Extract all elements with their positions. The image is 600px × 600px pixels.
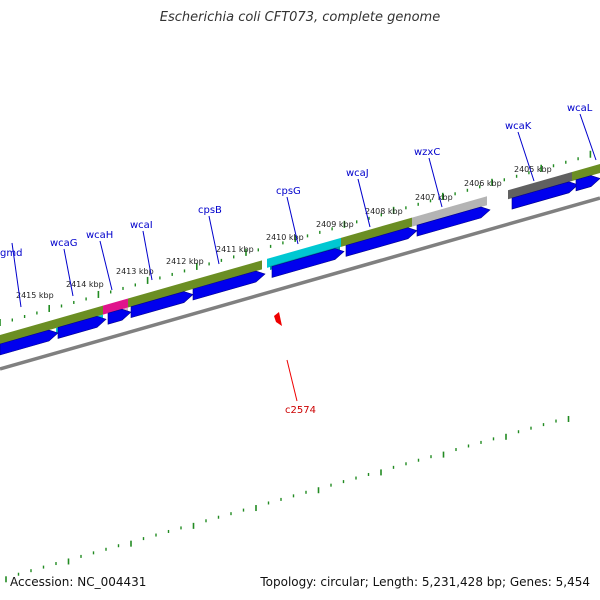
gene-label: wzxC	[414, 147, 440, 158]
scale-label: 2408 kbp	[365, 207, 403, 216]
feature-segment	[341, 217, 412, 247]
gene-leader-line	[63, 248, 74, 297]
cds-arrow	[130, 291, 194, 319]
feature-segment	[572, 164, 600, 181]
feature-segment	[508, 171, 572, 200]
marker-leader-line	[286, 359, 298, 402]
marker-label: c2574	[285, 405, 316, 416]
page-title: Escherichia coli CFT073, complete genome	[159, 10, 441, 25]
scale-label: 2410 kbp	[266, 233, 304, 242]
scale-label: 2405 kbp	[514, 165, 552, 174]
cds-arrow	[0, 329, 59, 356]
feature-segment	[54, 305, 103, 329]
scale-label: 2406 kbp	[464, 179, 502, 188]
gene-leader-line	[11, 242, 22, 308]
feature-segment	[0, 319, 54, 344]
cds-arrow	[511, 181, 579, 210]
scale-label: 2412 kbp	[166, 257, 204, 266]
gene-leader-line	[579, 113, 597, 161]
cds-arrow	[271, 248, 345, 278]
cds-arrow	[345, 227, 418, 257]
gene-leader-line	[286, 196, 299, 245]
cds-arrow	[575, 175, 600, 192]
gene-label: wcaL	[567, 103, 593, 114]
gene-label: wcaI	[130, 220, 153, 231]
scale-label: 2413 kbp	[116, 267, 154, 276]
feature-segment	[267, 237, 341, 268]
accession-label: Accession: NC_004431	[10, 575, 147, 589]
feature-segment	[412, 196, 487, 227]
gene-label: wcaG	[50, 238, 78, 249]
scale-label: 2407 kbp	[415, 193, 453, 202]
gene-label: cpsB	[198, 205, 222, 216]
scale-label: 2414 kbp	[66, 280, 104, 289]
gene-leader-line	[208, 215, 220, 265]
gene-leader-line	[142, 230, 153, 281]
feature-segment	[188, 260, 262, 291]
feature-segment	[128, 281, 188, 308]
gene-label: wcaK	[505, 121, 532, 132]
cds-arrow	[416, 206, 491, 237]
feature-segment	[103, 298, 128, 315]
gene-leader-line	[517, 131, 535, 182]
cds-arrow	[57, 316, 107, 339]
gene-leader-line	[428, 157, 443, 208]
cds-arrow	[192, 270, 266, 301]
gene-label: wcaJ	[346, 168, 369, 179]
scale-label: 2409 kbp	[316, 220, 354, 229]
genome-backbone	[0, 196, 600, 371]
scale-label: 2415 kbp	[16, 291, 54, 300]
scale-label: 2411 kbp	[216, 245, 254, 254]
marker-arrow-icon	[274, 312, 282, 326]
gene-label: cpsG	[276, 186, 301, 197]
gene-label: gmd	[0, 248, 22, 259]
gene-leader-line	[99, 240, 113, 291]
gene-label: wcaH	[86, 230, 113, 241]
cds-arrow	[107, 308, 132, 325]
topology-label: Topology: circular; Length: 5,231,428 bp…	[260, 575, 590, 589]
gene-leader-line	[357, 178, 371, 228]
